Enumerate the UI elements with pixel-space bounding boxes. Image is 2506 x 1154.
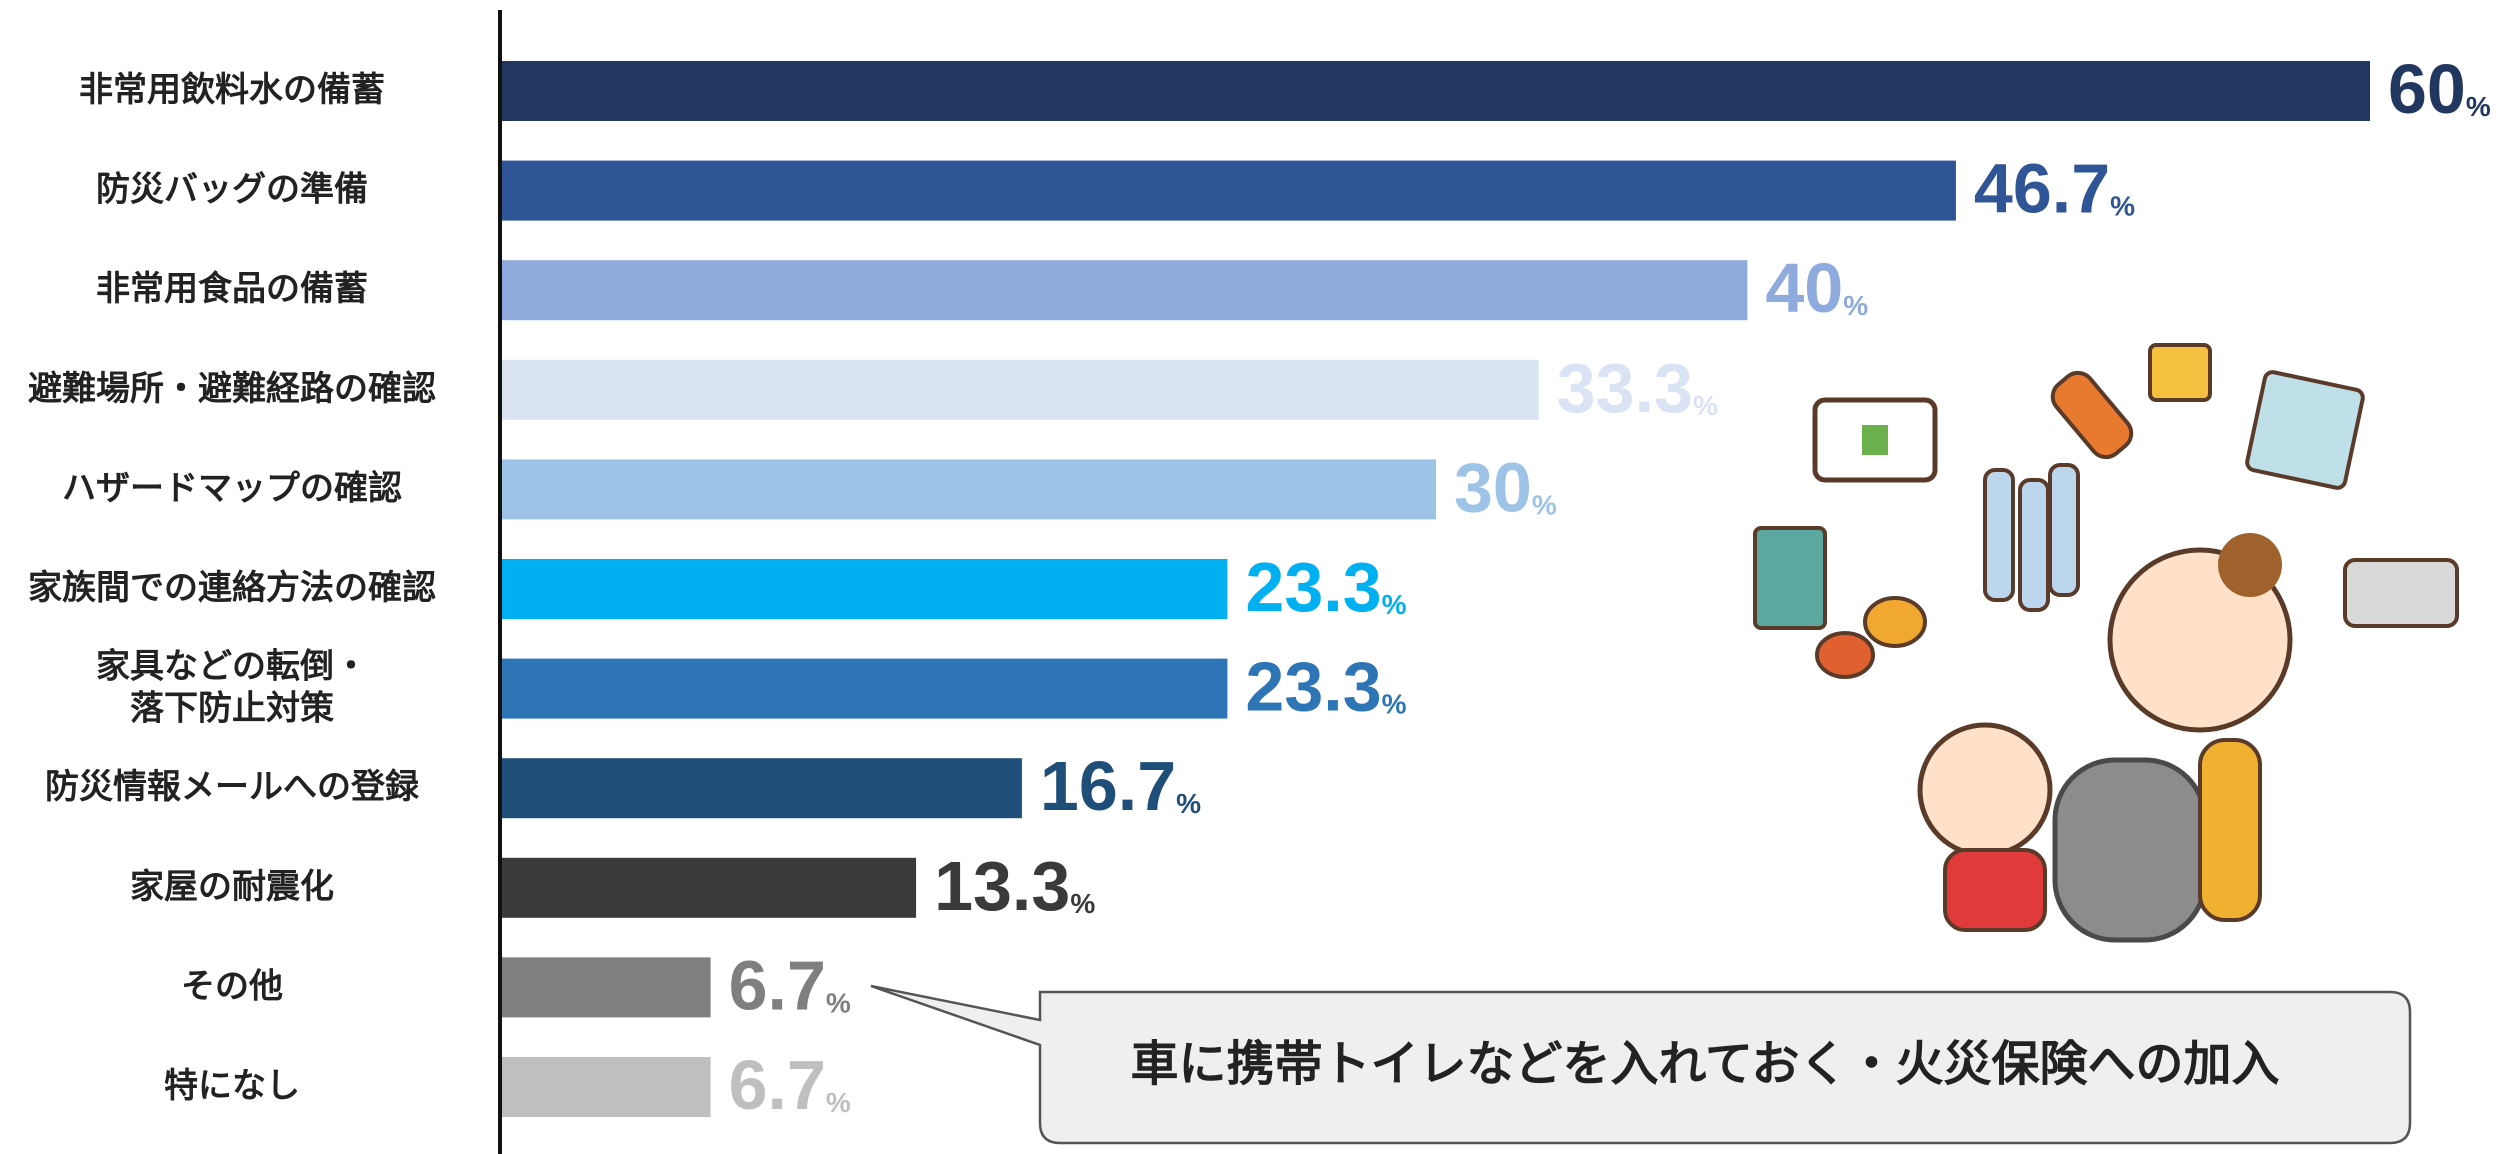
can <box>1863 596 1927 648</box>
value-number: 23.3 <box>1245 648 1381 726</box>
value-number: 30 <box>1454 449 1532 527</box>
value-label: 60% <box>2388 50 2491 128</box>
child-body <box>1943 848 2047 932</box>
bar <box>502 459 1436 520</box>
hair-bun <box>2218 533 2282 597</box>
value-unit: % <box>2110 191 2135 222</box>
bottle <box>1983 468 2015 602</box>
category-label: 避難場所・避難経路の確認 <box>28 368 436 408</box>
mother-body <box>2198 738 2262 922</box>
value-unit: % <box>1693 390 1718 421</box>
value-label: 33.3% <box>1557 349 1718 427</box>
value-number: 46.7 <box>1974 150 2110 228</box>
value-unit: % <box>1532 490 1557 521</box>
value-unit: % <box>1843 291 1868 322</box>
value-label: 23.3% <box>1245 548 1406 626</box>
category-line: 防災情報メールへの登録 <box>45 767 420 807</box>
value-number: 13.3 <box>934 847 1070 925</box>
value-unit: % <box>2466 91 2491 122</box>
category-line: 避難場所・避難経路の確認 <box>28 368 436 408</box>
category-line: 家屋の耐震化 <box>130 866 334 906</box>
bar <box>502 758 1022 819</box>
value-unit: % <box>826 988 851 1019</box>
bar <box>502 61 2370 121</box>
category-label: 家屋の耐震化 <box>130 866 334 906</box>
category-line: 非常用飲料水の備蓄 <box>79 70 385 110</box>
category-label: 特になし <box>164 1066 300 1106</box>
value-number: 23.3 <box>1245 548 1381 626</box>
value-label: 46.7% <box>1974 150 2135 228</box>
value-number: 33.3 <box>1557 349 1693 427</box>
illustration <box>1753 343 2459 943</box>
category-label: 家具などの転倒・落下防止対策 <box>96 646 368 728</box>
bottle <box>2018 478 2050 612</box>
value-label: 16.7% <box>1040 748 1201 826</box>
value-label: 6.7% <box>729 947 851 1025</box>
child-face <box>1917 722 2053 858</box>
value-label: 30% <box>1454 449 1557 527</box>
category-line: 家具などの転倒・ <box>96 646 368 686</box>
flashlight <box>2050 370 2134 460</box>
category-label: ハザードマップの確認 <box>62 468 402 508</box>
bar <box>502 559 1228 619</box>
value-unit: % <box>1382 689 1407 720</box>
bar <box>502 1057 711 1117</box>
value-label: 6.7% <box>729 1046 851 1124</box>
category-line: ハザードマップの確認 <box>62 468 402 508</box>
bar <box>502 857 917 918</box>
backpack <box>2052 757 2208 943</box>
radio <box>2343 558 2459 628</box>
bar <box>502 359 1539 420</box>
value-unit: % <box>826 1087 851 1118</box>
value-number: 40 <box>1765 250 1843 328</box>
category-label: 防災バッグの準備 <box>96 169 368 209</box>
value-number: 6.7 <box>729 947 826 1025</box>
category-line: その他 <box>181 966 283 1006</box>
category-label: 非常用飲料水の備蓄 <box>79 70 385 110</box>
value-label: 13.3% <box>934 847 1095 925</box>
callout-box <box>870 984 2412 1145</box>
can <box>1815 631 1875 679</box>
toilet-bag <box>2245 370 2365 490</box>
category-line: 特になし <box>164 1066 300 1106</box>
category-label: 家族間での連絡方法の確認 <box>28 568 436 608</box>
category-label: 非常用食品の備蓄 <box>96 269 368 309</box>
value-unit: % <box>1176 789 1201 820</box>
food-pack <box>1753 526 1827 630</box>
bar <box>502 160 1956 221</box>
first-aid-cross <box>1862 425 1888 455</box>
callout: 車に携帯トイレなどを入れておく・火災保険への加入 <box>870 984 2412 1145</box>
bar <box>502 658 1228 719</box>
value-number: 60 <box>2388 50 2466 128</box>
category-line: 落下防止対策 <box>130 688 334 728</box>
value-number: 6.7 <box>729 1046 826 1124</box>
batteries <box>2148 343 2212 402</box>
bar <box>502 260 1748 321</box>
value-number: 16.7 <box>1040 748 1176 826</box>
value-unit: % <box>1382 589 1407 620</box>
category-label: 防災情報メールへの登録 <box>45 767 420 807</box>
annotation: 車に携帯トイレなどを入れておく・火災保険への加入 <box>1130 1036 2279 1092</box>
category-line: 非常用食品の備蓄 <box>96 269 368 309</box>
category-label: その他 <box>181 966 283 1006</box>
value-label: 40% <box>1765 250 1868 328</box>
value-unit: % <box>1070 888 1095 919</box>
category-line: 防災バッグの準備 <box>96 169 368 209</box>
bar <box>502 957 711 1018</box>
category-line: 家族間での連絡方法の確認 <box>28 568 436 608</box>
value-label: 23.3% <box>1245 648 1406 726</box>
bottle <box>2048 463 2080 597</box>
